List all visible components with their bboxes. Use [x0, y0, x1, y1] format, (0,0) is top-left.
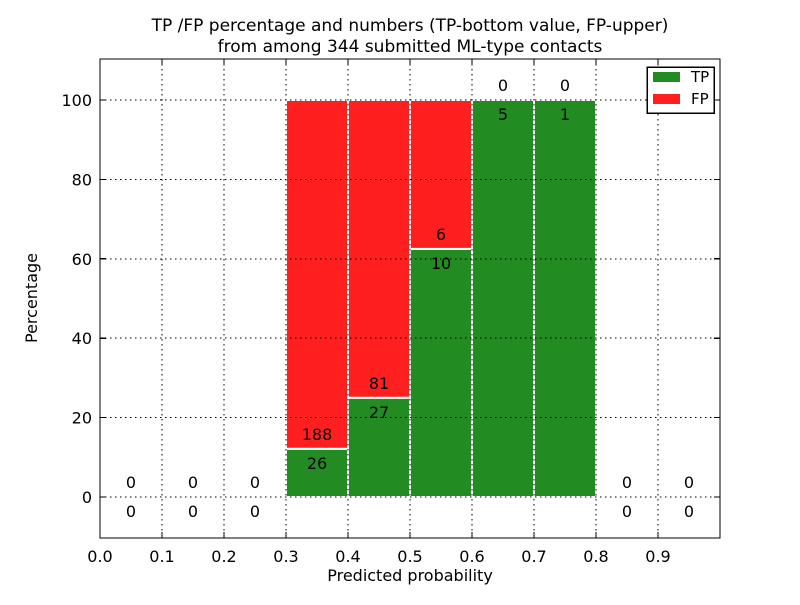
- legend: TP FP: [646, 66, 715, 114]
- legend-label-fp: FP: [691, 90, 709, 108]
- tp-count-label: 0: [250, 502, 260, 521]
- bars-layer: [285, 99, 597, 499]
- fp-count-label: 81: [369, 374, 389, 393]
- fp-count-label: 0: [250, 473, 260, 492]
- x-tick-label: 0.0: [87, 547, 112, 566]
- chart-title-line1: TP /FP percentage and numbers (TP-bottom…: [151, 16, 669, 36]
- tp-count-label: 0: [188, 502, 198, 521]
- legend-swatch-fp-icon: [653, 94, 680, 104]
- tp-count-label: 0: [622, 502, 632, 521]
- x-tick-label: 0.2: [211, 547, 236, 566]
- y-tick-label: 100: [61, 91, 92, 110]
- bar-tp-segment: [471, 99, 535, 498]
- x-tick-label: 0.7: [521, 547, 546, 566]
- bar-tp-segment: [409, 247, 473, 498]
- fp-count-label: 0: [498, 76, 508, 95]
- tp-count-label: 26: [307, 454, 327, 473]
- tickmarks-layer: [99, 59, 720, 538]
- y-tick-label: 40: [72, 329, 92, 348]
- x-tick-label: 0.4: [335, 547, 360, 566]
- x-tick-label: 0.5: [397, 547, 422, 566]
- fp-count-label: 0: [560, 76, 570, 95]
- bar-tp-segment: [347, 396, 411, 498]
- legend-label-tp: TP: [690, 68, 709, 86]
- fp-count-label: 6: [436, 225, 446, 244]
- x-tick-label: 0.3: [273, 547, 298, 566]
- fp-count-label: 0: [126, 473, 136, 492]
- bar-fp-segment: [285, 99, 349, 450]
- y-tick-label: 80: [72, 170, 92, 189]
- fp-count-label: 0: [684, 473, 694, 492]
- tp-count-label: 5: [498, 105, 508, 124]
- bar-tp-segment: [533, 99, 597, 498]
- y-tick-label: 0: [82, 488, 92, 507]
- tp-count-label: 10: [431, 254, 451, 273]
- bar-tp-segment: [285, 447, 349, 499]
- ticklabels-layer: 0.0 0.1 0.2 0.3 0.4 0.5 0.6 0.7 0.8 0.90204060801…: [61, 91, 670, 566]
- fp-count-label: 0: [622, 473, 632, 492]
- tp-count-label: 27: [369, 403, 389, 422]
- y-axis-label: Percentage: [22, 253, 41, 343]
- y-tick-label: 60: [72, 250, 92, 269]
- legend-swatch-tp-icon: [653, 72, 680, 82]
- bar-fp-segment: [347, 99, 411, 399]
- grid-layer: [100, 59, 720, 538]
- tp-count-label: 0: [126, 502, 136, 521]
- tp-count-label: 0: [684, 502, 694, 521]
- fp-count-label: 188: [302, 425, 333, 444]
- fp-count-label: 0: [188, 473, 198, 492]
- y-tick-label: 20: [72, 409, 92, 428]
- x-tick-label: 0.9: [645, 547, 670, 566]
- x-tick-label: 0.8: [583, 547, 608, 566]
- chart-title-line2: from among 344 submitted ML-type contact…: [218, 37, 603, 57]
- x-axis-label: Predicted probability: [327, 566, 493, 585]
- x-tick-label: 0.1: [149, 547, 174, 566]
- tp-count-label: 1: [560, 105, 570, 124]
- x-tick-label: 0.6: [459, 547, 484, 566]
